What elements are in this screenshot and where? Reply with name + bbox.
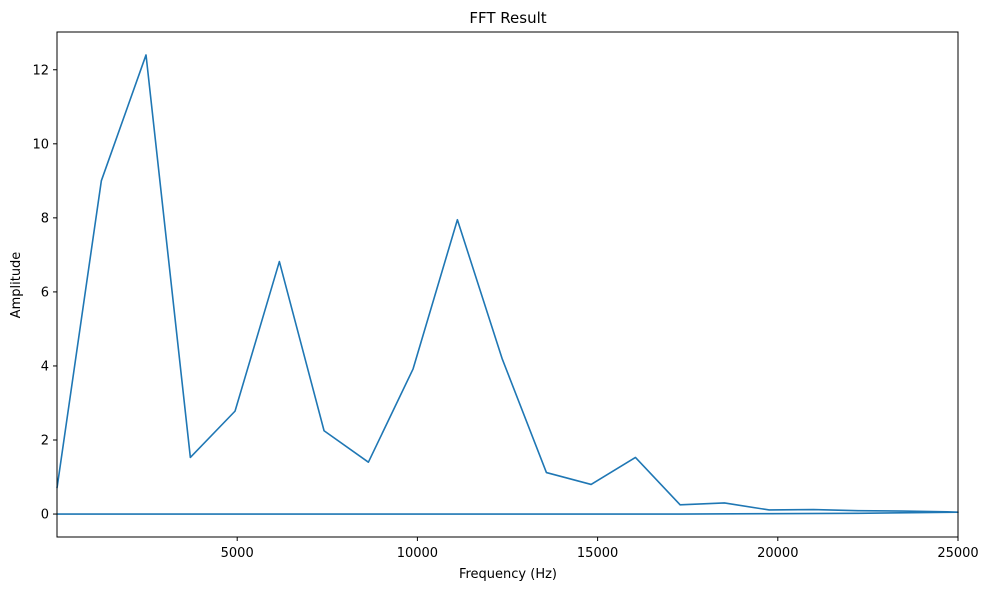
x-tick-label: 25000 [937, 546, 978, 561]
x-axis-label: Frequency (Hz) [459, 567, 557, 582]
chart-title: FFT Result [469, 9, 546, 27]
axes-frame [56, 31, 959, 538]
x-tick-label: 10000 [397, 546, 438, 561]
series-line-0 [56, 54, 959, 515]
y-tick-label: 10 [32, 137, 49, 152]
y-tick-label: 4 [41, 359, 49, 374]
y-tick-label: 12 [32, 63, 49, 78]
y-tick-label: 8 [41, 211, 49, 226]
x-tick-label: 5000 [221, 546, 254, 561]
y-axis: 0 2 4 6 8 10 12 [32, 63, 57, 523]
y-tick-label: 6 [41, 285, 49, 300]
x-axis: 5000 10000 15000 20000 25000 [221, 537, 979, 561]
x-tick-label: 15000 [577, 546, 618, 561]
y-tick-label: 0 [41, 508, 49, 523]
y-tick-label: 2 [41, 433, 49, 448]
y-axis-label: Amplitude [9, 252, 24, 319]
x-tick-label: 20000 [757, 546, 798, 561]
plot-area [56, 54, 959, 515]
